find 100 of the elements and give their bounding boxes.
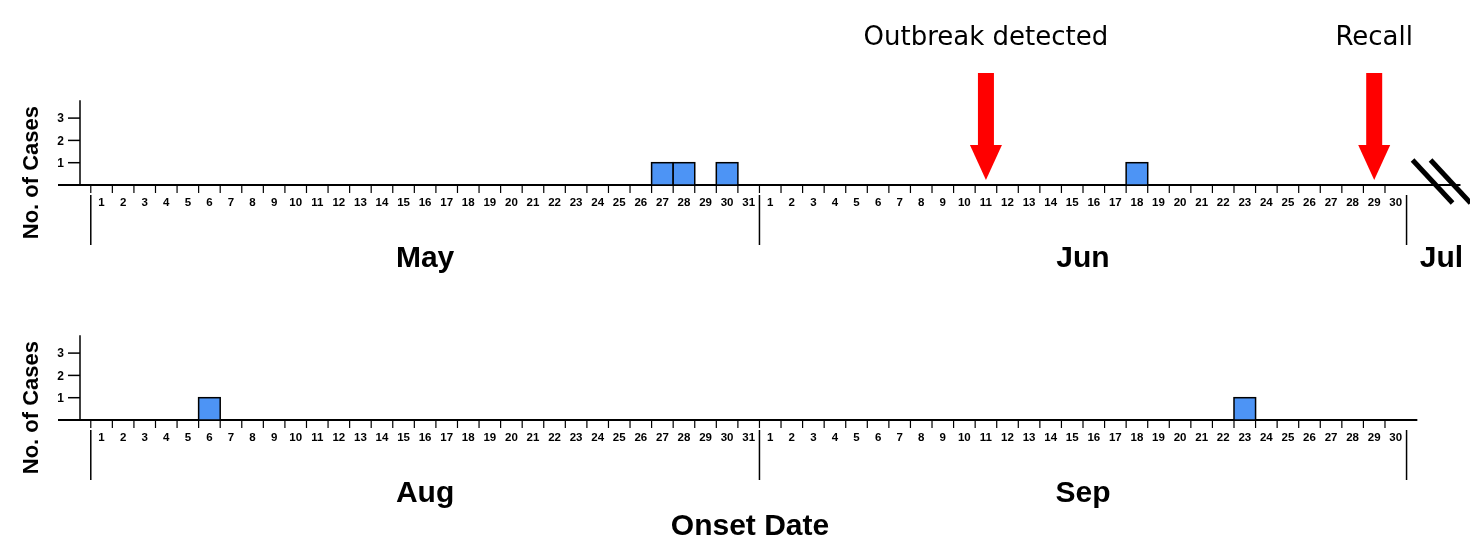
x-tick-label: 25 <box>1281 196 1295 208</box>
text: Jul <box>1419 240 1464 273</box>
x-tick-label: 8 <box>918 196 926 208</box>
x-tick-label: 2 <box>788 431 796 443</box>
x-tick-label: 27 <box>1324 196 1338 208</box>
x-tick-label: 9 <box>270 196 278 208</box>
y-tick-label: 3 <box>57 111 65 126</box>
x-tick-label: 12 <box>332 431 346 443</box>
x-tick-label: 15 <box>1065 431 1080 443</box>
x-tick-label: 14 <box>1044 196 1058 208</box>
x-tick-label: 3 <box>141 196 148 208</box>
x-tick-label: 11 <box>979 431 993 443</box>
x-tick-label: 25 <box>1281 431 1295 443</box>
x-tick-label: 20 <box>505 196 518 208</box>
x-tick-label: 29 <box>1367 431 1381 443</box>
x-tick-label: 5 <box>184 431 192 443</box>
x-tick-label: 20 <box>1173 431 1187 443</box>
x-tick-label: 8 <box>249 196 257 208</box>
x-tick-label: 29 <box>699 196 712 208</box>
x-tick-label: 1 <box>98 196 106 208</box>
x-tick-label: 1 <box>98 431 106 443</box>
x-tick-label: 23 <box>1238 196 1252 208</box>
x-tick-label: 11 <box>311 196 324 208</box>
x-tick-label: 8 <box>918 431 926 443</box>
ref-line-label: Recall <box>1335 21 1413 51</box>
x-tick-label: 2 <box>119 196 127 208</box>
x-tick-label: 23 <box>1238 431 1252 443</box>
x-tick-label: 15 <box>397 431 411 443</box>
x-tick-label: 18 <box>1130 431 1144 443</box>
x-tick-label: 20 <box>505 431 518 443</box>
x-tick-label: 17 <box>1108 431 1122 443</box>
x-tick-label: 13 <box>354 196 367 208</box>
x-tick-label: 21 <box>1195 431 1209 443</box>
x-tick-label: 2 <box>119 431 127 443</box>
x-tick-label: 21 <box>526 196 540 208</box>
x-tick-label: 11 <box>979 196 993 208</box>
x-tick-label: 27 <box>655 431 669 443</box>
x-tick-label: 24 <box>591 196 605 208</box>
x-tick-label: 25 <box>612 196 627 208</box>
y-tick-label: 1 <box>57 390 65 405</box>
x-tick-label: 14 <box>1044 431 1058 443</box>
x-tick-label: 29 <box>699 431 712 443</box>
x-axis-title: Onset Date <box>670 508 830 541</box>
x-tick-label: 26 <box>634 431 648 443</box>
x-tick-label: 10 <box>957 196 971 208</box>
x-tick-label: 30 <box>1389 196 1403 208</box>
ref-line-label: Outbreak detected <box>863 21 1109 51</box>
x-tick-label: 29 <box>1367 196 1381 208</box>
x-tick-label: 15 <box>397 196 411 208</box>
x-tick-label: 10 <box>289 196 303 208</box>
x-tick-label: 23 <box>569 196 583 208</box>
y-axis-title: No. of Cases <box>18 106 43 240</box>
x-tick-label: 5 <box>184 196 192 208</box>
x-tick-label: 28 <box>1346 431 1360 443</box>
x-tick-label: 3 <box>141 431 148 443</box>
x-tick-label: 26 <box>1303 431 1316 443</box>
x-tick-label: 10 <box>957 431 971 443</box>
x-tick-label: 7 <box>896 431 903 443</box>
x-tick-label: 19 <box>1152 431 1165 443</box>
x-tick-label: 13 <box>354 431 367 443</box>
x-tick-label: 14 <box>375 196 389 208</box>
x-tick-label: 13 <box>1022 196 1036 208</box>
x-tick-label: 17 <box>1108 196 1122 208</box>
x-tick-label: 30 <box>720 431 734 443</box>
y-tick-label: 2 <box>57 133 65 148</box>
x-tick-label: 4 <box>831 196 839 208</box>
text: May <box>395 240 455 273</box>
x-tick-label: 2 <box>788 196 796 208</box>
x-tick-label: 11 <box>311 431 324 443</box>
x-tick-label: 16 <box>1087 431 1101 443</box>
x-tick-label: 21 <box>526 431 540 443</box>
x-tick-label: 26 <box>634 196 648 208</box>
x-tick-label: 26 <box>1303 196 1316 208</box>
x-tick-label: 7 <box>227 431 235 443</box>
x-tick-label: 27 <box>1324 431 1338 443</box>
x-tick-label: 28 <box>677 196 691 208</box>
x-tick-label: 24 <box>1259 431 1274 443</box>
y-tick-label: 1 <box>57 155 65 170</box>
x-tick-label: 7 <box>227 196 235 208</box>
x-tick-label: 9 <box>270 431 278 443</box>
x-tick-label: 16 <box>418 431 432 443</box>
x-tick-label: 19 <box>483 196 497 208</box>
x-tick-label: 30 <box>1389 431 1403 443</box>
x-tick-label: 1 <box>767 196 775 208</box>
x-tick-label: 6 <box>874 431 882 443</box>
x-tick-label: 15 <box>1065 196 1080 208</box>
x-tick-label: 18 <box>1130 196 1144 208</box>
x-tick-label: 22 <box>548 196 561 208</box>
x-tick-label: 19 <box>1152 196 1165 208</box>
x-tick-label: 6 <box>206 431 213 443</box>
x-tick-label: 4 <box>831 431 839 443</box>
x-tick-label: 24 <box>1259 196 1274 208</box>
x-tick-label: 6 <box>206 196 213 208</box>
y-tick-label: 2 <box>57 368 65 383</box>
x-tick-label: 18 <box>461 196 476 208</box>
x-tick-label: 1 <box>767 431 775 443</box>
x-tick-label: 5 <box>853 431 861 443</box>
x-tick-label: 12 <box>1001 196 1014 208</box>
x-tick-label: 28 <box>677 431 691 443</box>
x-tick-label: 6 <box>874 196 882 208</box>
